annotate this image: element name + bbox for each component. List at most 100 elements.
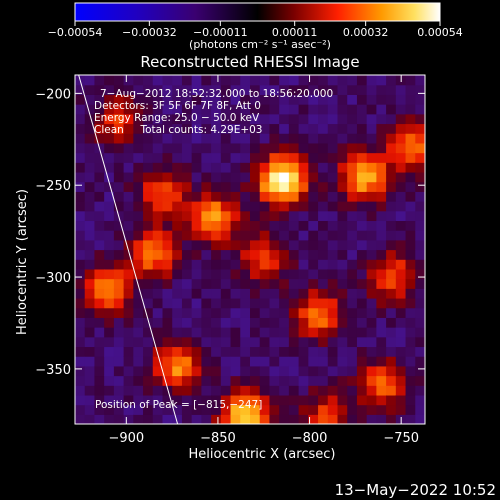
heatmap-cell xyxy=(201,288,212,299)
heatmap-cell xyxy=(356,356,368,367)
heatmap-cell xyxy=(172,152,183,163)
heatmap-cell xyxy=(395,375,407,386)
heatmap-cell xyxy=(123,278,134,289)
heatmap-cell xyxy=(250,259,261,270)
heatmap-cell xyxy=(337,414,348,424)
heatmap-cell xyxy=(123,162,134,173)
heatmap-cell xyxy=(308,278,319,289)
heatmap-cell xyxy=(405,162,416,173)
heatmap-cell xyxy=(250,297,261,309)
heatmap-cell xyxy=(181,152,193,163)
heatmap-cell xyxy=(133,278,144,289)
heatmap-cell xyxy=(250,414,261,424)
heatmap-cell xyxy=(191,375,202,386)
heatmap-cell xyxy=(356,171,368,183)
heatmap-cell xyxy=(337,239,348,251)
heatmap-cell xyxy=(191,152,202,163)
heatmap-cell xyxy=(415,113,425,125)
heatmap-cell xyxy=(75,268,86,280)
heatmap-cell xyxy=(113,365,125,377)
heatmap-cell xyxy=(250,220,261,231)
heatmap-cell xyxy=(201,307,212,318)
heatmap-cell xyxy=(143,356,154,367)
heatmap-cell xyxy=(240,133,251,144)
heatmap-cell xyxy=(172,133,183,144)
heatmap-cell xyxy=(191,171,202,183)
heatmap-cell xyxy=(181,278,193,289)
heatmap-cell xyxy=(113,230,125,241)
heatmap-cell xyxy=(220,104,232,115)
heatmap-cell xyxy=(113,104,125,115)
heatmap-cell xyxy=(405,123,416,134)
heatmap-cell xyxy=(376,201,387,212)
heatmap-cell xyxy=(220,133,232,144)
heatmap-cell xyxy=(162,201,173,212)
heatmap-cell xyxy=(366,171,377,183)
heatmap-cell xyxy=(259,84,271,95)
heatmap-cell xyxy=(133,113,144,125)
heatmap-cell xyxy=(386,220,397,231)
heatmap-cell xyxy=(327,288,339,299)
heatmap-cell xyxy=(133,75,144,86)
heatmap-cell xyxy=(298,220,309,231)
heatmap-cell xyxy=(220,307,232,318)
heatmap-cell xyxy=(376,336,387,348)
heatmap-cell xyxy=(240,288,251,299)
heatmap-cell xyxy=(318,336,329,348)
heatmap-cell xyxy=(211,356,222,367)
heatmap-cell xyxy=(327,152,339,163)
heatmap-cell xyxy=(113,191,125,202)
heatmap-cell xyxy=(230,142,241,154)
heatmap-cell xyxy=(259,385,271,396)
heatmap-cell xyxy=(123,239,134,251)
heatmap-cell xyxy=(308,239,319,251)
heatmap-cell xyxy=(259,394,271,406)
heatmap-cell xyxy=(347,268,358,280)
heatmap-cell xyxy=(405,414,416,424)
heatmap-cell xyxy=(308,346,319,357)
heatmap-cell xyxy=(415,297,425,309)
heatmap-cell xyxy=(181,414,193,424)
heatmap-cell xyxy=(337,201,348,212)
heatmap-cell xyxy=(259,375,271,386)
heatmap-cell xyxy=(250,385,261,396)
heatmap-cell xyxy=(395,181,407,192)
heatmap-cell xyxy=(133,288,144,299)
heatmap-cell xyxy=(405,288,416,299)
heatmap-cell xyxy=(279,404,290,415)
heatmap-cell xyxy=(347,171,358,183)
heatmap-cell xyxy=(376,104,387,115)
heatmap-cell xyxy=(230,404,241,415)
heatmap-cell xyxy=(94,356,105,367)
heatmap-cell xyxy=(191,385,202,396)
heatmap-cell xyxy=(75,171,86,183)
heatmap-cell xyxy=(250,356,261,367)
heatmap-cell xyxy=(172,142,183,154)
heatmap-cell xyxy=(94,152,105,163)
heatmap-cell xyxy=(405,239,416,251)
heatmap-cell xyxy=(211,278,222,289)
heatmap-cell xyxy=(113,152,125,163)
heatmap-cell xyxy=(75,94,86,105)
heatmap-cell xyxy=(259,414,271,424)
heatmap-cell xyxy=(337,210,348,222)
heatmap-cell xyxy=(298,133,309,144)
heatmap-cell xyxy=(386,94,397,105)
heatmap-cell xyxy=(279,278,290,289)
heatmap-cell xyxy=(318,220,329,231)
heatmap-cell xyxy=(211,191,222,202)
heatmap-cell xyxy=(94,94,105,105)
heatmap-cell xyxy=(347,385,358,396)
heatmap-cell xyxy=(162,104,173,115)
heatmap-cell xyxy=(347,181,358,192)
heatmap-cell xyxy=(75,239,86,251)
heatmap-cell xyxy=(415,210,425,222)
heatmap-cell xyxy=(337,133,348,144)
heatmap-cell xyxy=(356,278,368,289)
heatmap-cell xyxy=(356,307,368,318)
heatmap-cell xyxy=(181,356,193,367)
heatmap-cell xyxy=(181,385,193,396)
heatmap-cell xyxy=(172,201,183,212)
heatmap-cell xyxy=(152,375,164,386)
heatmap-cell xyxy=(143,317,154,328)
